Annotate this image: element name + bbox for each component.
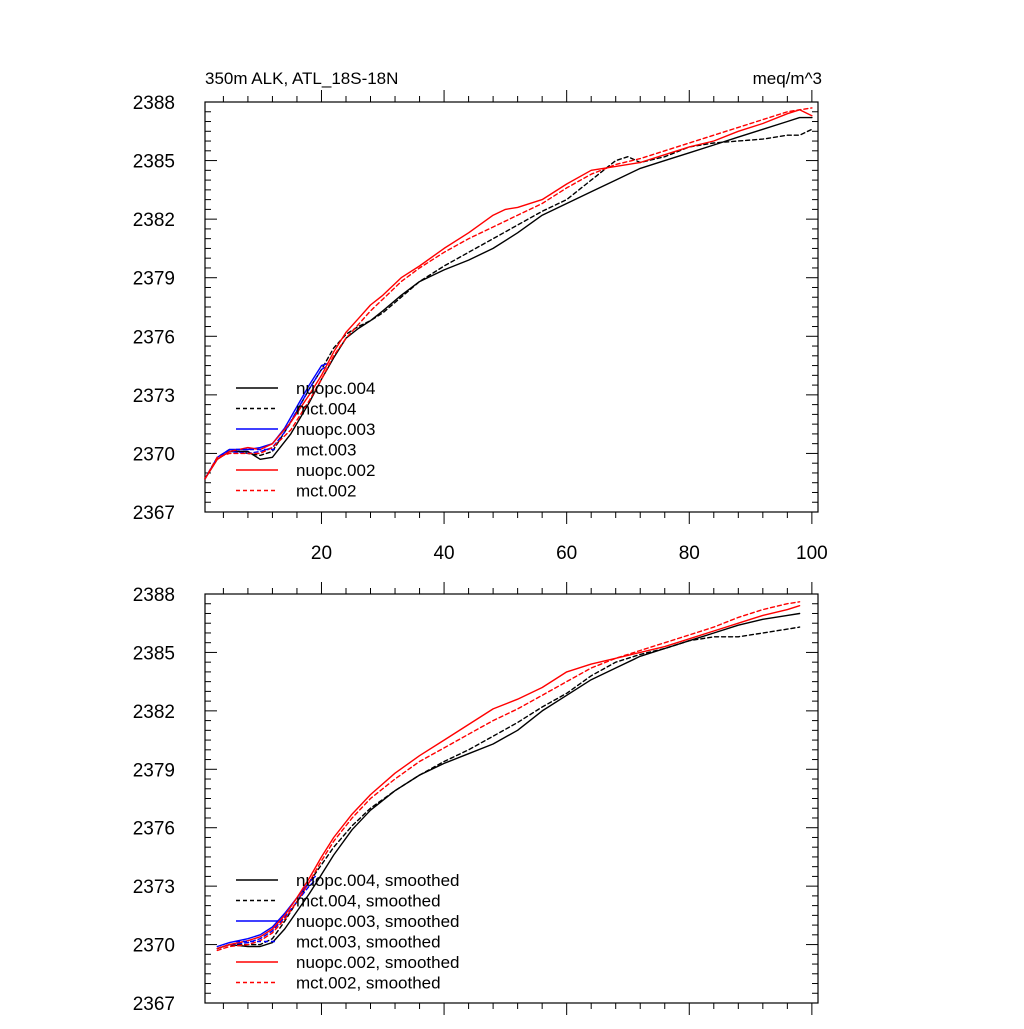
y-tick-label: 2367 (133, 503, 175, 524)
y-tick-label: 2379 (133, 760, 175, 781)
y-tick-label: 2385 (133, 152, 175, 173)
legend-label: nuopc.002, smoothed (296, 953, 460, 972)
legend-label: nuopc.003, smoothed (296, 912, 460, 931)
series-line-mct-003-smoothed (216, 879, 316, 950)
legend-label: nuopc.002 (296, 461, 375, 480)
x-tick-label: 100 (796, 543, 828, 564)
series-line-nuopc-002 (204, 109, 813, 480)
x-tick-label: 80 (679, 543, 700, 564)
legend-label: nuopc.003 (296, 420, 375, 439)
y-tick-label: 2388 (133, 93, 175, 114)
series-line-nuopc-004 (204, 116, 813, 480)
y-tick-label: 2373 (133, 877, 175, 898)
x-tick-label: 40 (433, 543, 454, 564)
y-tick-label: 2379 (133, 269, 175, 290)
series-line-mct-004-smoothed (216, 626, 801, 950)
y-tick-label: 2376 (133, 327, 175, 348)
chart-title: 350m ALK, ATL_18S-18N (205, 69, 398, 88)
y-tick-label: 2388 (133, 585, 175, 606)
legend-label: nuopc.004, smoothed (296, 871, 460, 890)
legend-label: mct.003, smoothed (296, 933, 441, 952)
y-tick-label: 2376 (133, 819, 175, 840)
y-tick-label: 2367 (133, 994, 175, 1015)
y-tick-label: 2370 (133, 444, 175, 465)
panel-raw: 2367 2370 2373 2376 2379 2382 2385 2388 20 40 60 80… (133, 90, 828, 564)
legend-label: mct.002 (296, 482, 356, 501)
y-tick-label: 2385 (133, 643, 175, 664)
y-tick-label: 2382 (133, 702, 175, 723)
legend-label: mct.002, smoothed (296, 974, 441, 993)
legend-label: mct.004, smoothed (296, 892, 441, 911)
series-line-mct-002-smoothed (216, 601, 801, 952)
series-line-nuopc-004-smoothed (216, 612, 801, 950)
legend-label: mct.004 (296, 400, 356, 419)
series-line-mct-002 (204, 107, 813, 480)
x-tick-label: 20 (311, 543, 332, 564)
y-tick-label: 2382 (133, 210, 175, 231)
x-tick-label: 60 (556, 543, 577, 564)
y-tick-label: 2373 (133, 386, 175, 407)
legend-label: mct.003 (296, 441, 356, 460)
legend-label: nuopc.004 (296, 379, 375, 398)
series-line-mct-004 (204, 128, 813, 480)
units-label: meq/m^3 (753, 69, 822, 88)
y-tick-label: 2370 (133, 936, 175, 957)
series-line-nuopc-002-smoothed (216, 605, 801, 950)
panel-smoothed: 2367 2370 2373 2376 2379 2382 2385 2388 nuopc.00… (133, 582, 819, 1015)
